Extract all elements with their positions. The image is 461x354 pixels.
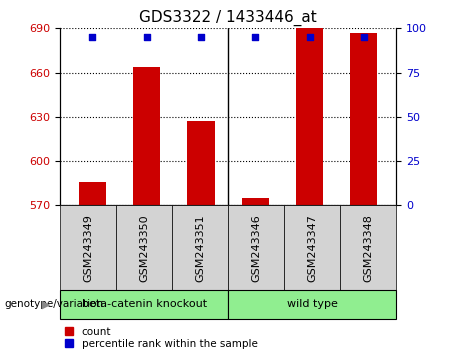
Bar: [79, 182, 106, 205]
Text: GSM243346: GSM243346: [251, 214, 261, 282]
Point: [360, 34, 367, 40]
Bar: [350, 33, 378, 205]
Point: [252, 34, 259, 40]
Text: wild type: wild type: [287, 299, 338, 309]
Point: [89, 34, 96, 40]
Text: genotype/variation: genotype/variation: [5, 299, 104, 309]
Text: GSM243350: GSM243350: [139, 214, 149, 282]
Text: GSM243348: GSM243348: [363, 214, 373, 282]
Text: GSM243347: GSM243347: [307, 214, 317, 282]
Point: [197, 34, 205, 40]
Bar: [188, 121, 215, 205]
Point: [143, 34, 150, 40]
Legend: count, percentile rank within the sample: count, percentile rank within the sample: [65, 327, 258, 349]
Text: ▶: ▶: [42, 299, 51, 309]
Point: [306, 34, 313, 40]
Bar: [242, 198, 269, 205]
Bar: [296, 28, 323, 205]
Bar: [133, 67, 160, 205]
Title: GDS3322 / 1433446_at: GDS3322 / 1433446_at: [139, 9, 317, 25]
Text: beta-catenin knockout: beta-catenin knockout: [82, 299, 207, 309]
Text: GSM243351: GSM243351: [195, 214, 205, 282]
Text: GSM243349: GSM243349: [83, 214, 93, 282]
